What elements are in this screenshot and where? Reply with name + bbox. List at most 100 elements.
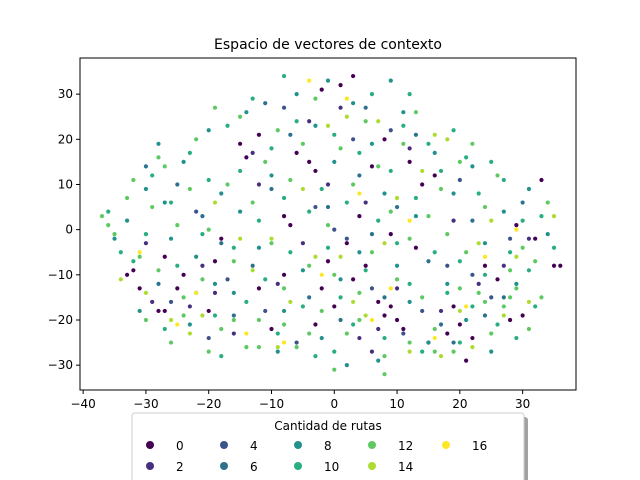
data-point-1-1 xyxy=(150,299,155,305)
data-point-2-4 xyxy=(294,340,299,345)
data-point-0-41 xyxy=(520,313,525,318)
data-point-6-61 xyxy=(501,304,506,309)
data-point-6-26 xyxy=(281,286,287,291)
data-point-0-45 xyxy=(558,263,563,268)
data-point-5-22 xyxy=(281,195,287,201)
data-point-6-43 xyxy=(388,209,393,214)
data-point-3-15 xyxy=(413,132,418,137)
data-point-0-27 xyxy=(401,326,406,332)
data-point-0-48 xyxy=(124,272,130,277)
data-point-6-17 xyxy=(225,182,230,187)
data-point-0-59 xyxy=(281,214,287,219)
data-point-6-83 xyxy=(457,286,462,291)
data-point-8-9 xyxy=(369,317,375,323)
x-tick-label-3: −10 xyxy=(259,397,284,411)
data-point-6-65 xyxy=(526,326,532,332)
data-point-7-15 xyxy=(363,313,368,318)
data-point-3-2 xyxy=(200,214,205,219)
data-point-4-49 xyxy=(388,78,393,83)
data-point-7-29 xyxy=(526,299,532,305)
data-point-5-28 xyxy=(319,186,324,192)
data-point-5-32 xyxy=(344,200,349,205)
data-point-5-38 xyxy=(382,335,387,341)
data-point-7-25 xyxy=(476,241,481,246)
legend-title: Cantidad de rutas xyxy=(274,419,381,433)
data-point-5-10 xyxy=(200,232,205,237)
data-point-6-11 xyxy=(187,186,192,192)
data-point-4-24 xyxy=(394,263,400,268)
data-point-0-12 xyxy=(281,272,287,277)
data-point-5-41 xyxy=(401,123,406,128)
data-point-6-54 xyxy=(457,159,462,164)
data-point-3-0 xyxy=(156,281,161,286)
data-point-6-12 xyxy=(194,137,199,142)
data-point-0-16 xyxy=(319,87,324,92)
data-point-0-11 xyxy=(269,326,274,332)
data-point-6-30 xyxy=(307,263,312,268)
legend-marker-6 xyxy=(220,462,228,470)
data-point-4-20 xyxy=(357,250,362,255)
data-point-0-19 xyxy=(344,241,349,246)
data-point-0-47 xyxy=(131,268,136,273)
data-point-5-59 xyxy=(514,335,519,341)
data-point-3-1 xyxy=(175,182,180,187)
data-point-4-32 xyxy=(464,317,469,323)
data-point-4-43 xyxy=(187,322,192,327)
data-point-3-18 xyxy=(451,340,456,345)
data-point-0-23 xyxy=(363,263,368,268)
data-point-4-29 xyxy=(432,150,437,155)
data-point-6-75 xyxy=(256,344,262,350)
data-point-4-9 xyxy=(244,110,249,115)
data-point-6-55 xyxy=(464,250,469,255)
data-point-5-8 xyxy=(187,150,192,155)
data-point-8-14 xyxy=(482,254,488,259)
data-point-4-47 xyxy=(325,78,331,83)
legend-label-14: 14 xyxy=(398,460,413,474)
data-point-3-14 xyxy=(394,204,400,210)
data-point-6-69 xyxy=(106,223,111,228)
y-tick-label-1: −20 xyxy=(48,313,73,327)
x-tick-label-7: 30 xyxy=(515,397,530,411)
data-point-5-52 xyxy=(470,304,475,309)
data-point-5-17 xyxy=(250,96,255,101)
data-point-7-17 xyxy=(382,241,387,246)
x-tick-label-4: 0 xyxy=(330,397,338,411)
data-point-7-30 xyxy=(551,214,557,219)
data-point-1-6 xyxy=(256,182,262,187)
data-point-2-15 xyxy=(489,295,494,300)
legend-marker-10 xyxy=(294,462,302,470)
data-point-6-13 xyxy=(200,277,205,282)
data-point-7-2 xyxy=(168,317,174,323)
data-point-0-20 xyxy=(357,214,362,219)
data-point-4-6 xyxy=(206,128,211,133)
data-point-6-49 xyxy=(426,214,431,219)
legend-label-0: 0 xyxy=(176,439,184,453)
data-point-0-46 xyxy=(514,223,519,228)
data-point-0-40 xyxy=(507,317,513,323)
data-point-6-79 xyxy=(357,317,362,323)
data-point-6-5 xyxy=(150,204,155,210)
data-point-6-56 xyxy=(470,141,475,146)
points-layer xyxy=(99,73,563,377)
legend: Cantidad de rutas 0 2 4 6 8 10 12 14 16 xyxy=(131,412,528,480)
data-point-3-24 xyxy=(263,101,268,106)
data-point-8-8 xyxy=(357,191,362,196)
data-point-1-2 xyxy=(187,304,192,309)
data-point-7-28 xyxy=(514,254,519,259)
data-point-6-78 xyxy=(332,367,337,372)
data-point-1-13 xyxy=(376,326,381,332)
data-point-7-21 xyxy=(432,132,437,137)
data-point-4-48 xyxy=(344,363,349,368)
data-point-5-18 xyxy=(256,218,262,223)
data-point-5-37 xyxy=(376,218,381,223)
data-point-5-4 xyxy=(150,173,155,178)
data-point-2-11 xyxy=(420,308,425,314)
data-point-5-43 xyxy=(413,195,418,201)
data-point-6-23 xyxy=(263,159,268,164)
data-point-8-7 xyxy=(344,96,349,101)
data-point-3-21 xyxy=(501,295,506,300)
y-tick-label-5: 20 xyxy=(58,132,73,146)
data-point-8-4 xyxy=(281,340,287,345)
data-point-5-23 xyxy=(288,250,293,255)
legend-marker-0 xyxy=(146,441,154,449)
